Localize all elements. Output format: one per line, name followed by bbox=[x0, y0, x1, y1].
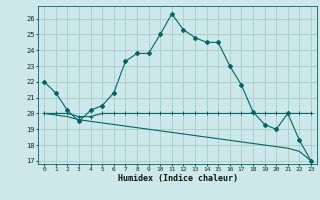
X-axis label: Humidex (Indice chaleur): Humidex (Indice chaleur) bbox=[118, 174, 238, 183]
